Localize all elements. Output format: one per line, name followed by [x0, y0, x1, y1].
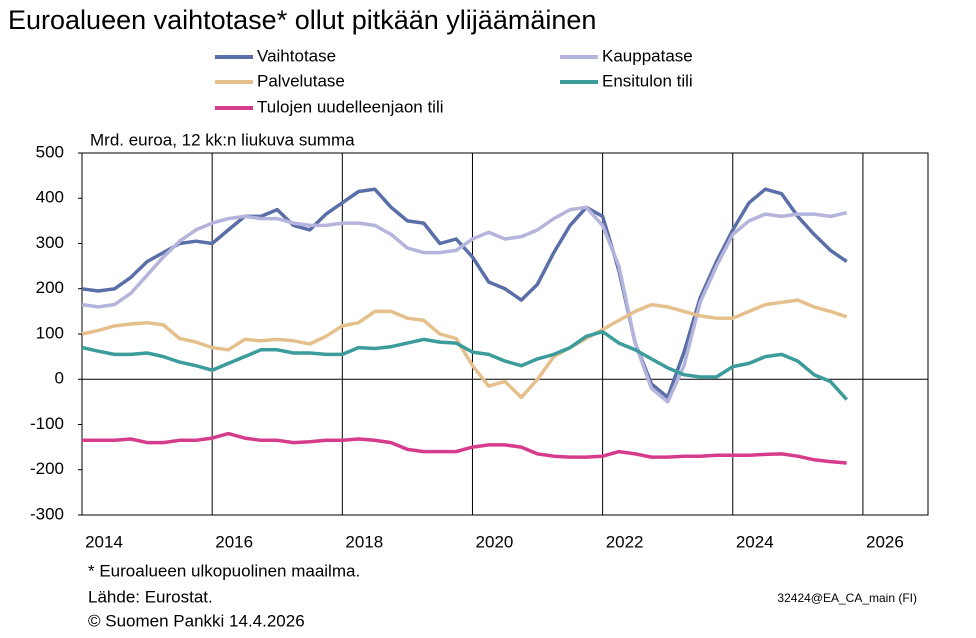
y-tick-label: 500: [36, 142, 64, 161]
x-tick-label: 2016: [215, 532, 253, 551]
y-tick-label: -100: [30, 414, 64, 433]
series-line: [81, 329, 849, 401]
series-line: [81, 187, 848, 400]
x-tick-label: 2022: [606, 532, 644, 551]
plot-frame: [81, 152, 929, 516]
x-tick-label: 2020: [476, 532, 514, 551]
y-tick-label: 200: [36, 278, 64, 297]
legend-label: Tulojen uudelleenjaon tili: [257, 97, 444, 116]
source: Lähde: Eurostat.: [88, 587, 213, 606]
y-tick-label: 100: [36, 323, 64, 342]
y-tick-label: 300: [36, 233, 64, 252]
x-tick-label: 2026: [866, 532, 904, 551]
y-tick-label: 400: [36, 188, 64, 207]
legend-label: Ensitulon tili: [602, 71, 693, 90]
legend-label: Palvelutase: [257, 71, 345, 90]
y-tick-label: -200: [30, 459, 64, 478]
footnote: * Euroalueen ulkopuolinen maailma.: [88, 561, 360, 580]
y-axis-label: Mrd. euroa, 12 kk:n liukuva summa: [90, 130, 355, 149]
y-tick-label: -300: [30, 504, 64, 523]
legend-label: Kauppatase: [602, 46, 693, 65]
series-line: [81, 205, 848, 404]
chart-code: 32424@EA_CA_main (FI): [777, 591, 917, 605]
x-tick-label: 2018: [345, 532, 383, 551]
copyright: © Suomen Pankki 14.4.2026: [88, 611, 305, 630]
legend-label: Vaihtotase: [257, 46, 336, 65]
x-tick-label: 2014: [85, 532, 123, 551]
chart-title: Euroalueen vaihtotase* ollut pitkään yli…: [8, 5, 596, 35]
series-line: [82, 431, 847, 465]
y-tick-label: 0: [55, 369, 64, 388]
series-line: [81, 298, 848, 400]
x-tick-label: 2024: [736, 532, 774, 551]
